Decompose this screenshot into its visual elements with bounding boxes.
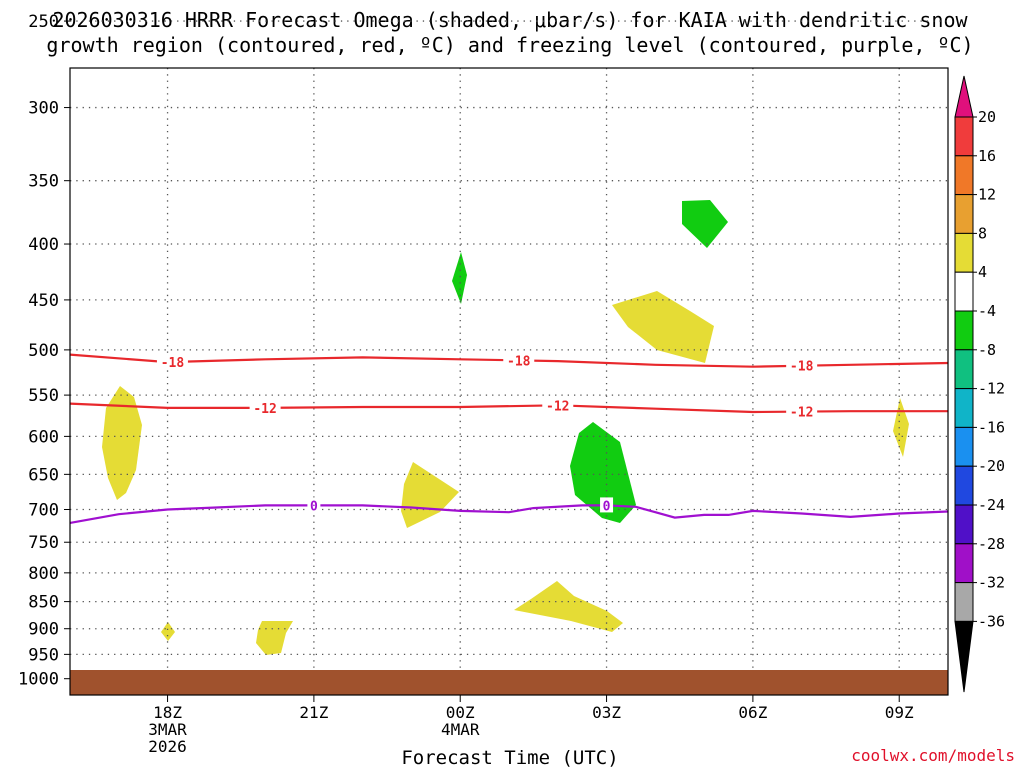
x-tick-label: 09Z	[885, 703, 914, 722]
contour-lines	[69, 353, 949, 524]
colorbar-bin	[954, 232, 974, 273]
colorbar-bin	[954, 388, 974, 428]
y-tick-label: 400	[28, 235, 59, 255]
colorbar-bin	[954, 155, 974, 196]
omega-positive-region	[893, 398, 909, 457]
y-tick-label: 950	[28, 645, 59, 665]
chart-title-line2: growth region (contoured, red, ºC) and f…	[46, 33, 973, 57]
colorbar-over-triangle	[954, 75, 974, 118]
colorbar-tick-label: -24	[978, 496, 1005, 514]
colorbar-under-triangle	[954, 620, 974, 693]
colorbar: 20 16 12 8 4 -4 -8 -12 -16 -20 -24 -28 -32 -36	[954, 75, 1005, 693]
y-tick-label: 800	[28, 564, 59, 584]
omega-negative-region	[682, 200, 728, 248]
y-tick-label: 500	[28, 341, 59, 361]
colorbar-bin	[954, 465, 974, 506]
colorbar-bin	[954, 543, 974, 584]
colorbar-tick-label: 12	[978, 186, 996, 204]
x-tick-label: 03Z	[592, 703, 621, 722]
colorbar-tick-label: -28	[978, 535, 1005, 553]
contour-label-bg	[503, 352, 535, 368]
colorbar-tick-label: -32	[978, 574, 1005, 592]
colorbar-tick-label: 8	[978, 224, 987, 242]
y-tick-label: 900	[28, 620, 59, 640]
y-tick-label: 650	[28, 465, 59, 485]
contour-label-bg	[542, 397, 574, 413]
colorbar-tick-label: -20	[978, 457, 1005, 475]
colorbar-tick-label: -12	[978, 380, 1005, 398]
colorbar-tick-label: -16	[978, 418, 1005, 436]
colorbar-bin	[954, 310, 974, 351]
contour-labels: -18 -18 -18 -12 -12 -12 0 0	[156, 352, 818, 514]
grid-lines	[70, 20, 948, 695]
contour-label-bg	[249, 399, 281, 415]
contour-label: -18	[790, 360, 814, 375]
colorbar-bin	[954, 582, 974, 622]
contour-label: -18	[507, 354, 531, 369]
contour-freezing-level	[69, 504, 949, 524]
y-tick-label: 350	[28, 172, 59, 192]
x-tick-label: 2026	[148, 737, 187, 756]
contour-label-bg	[786, 403, 818, 419]
y-tick-label: 750	[28, 533, 59, 553]
colorbar-tick-label: 16	[978, 147, 996, 165]
colorbar-bin	[954, 271, 974, 312]
contour-label-bg	[786, 357, 818, 373]
y-tick-label: 250	[28, 12, 59, 32]
contour-label: -12	[790, 406, 813, 421]
credit-text: coolwx.com/models	[851, 746, 1015, 765]
contour-label: 0	[310, 499, 318, 514]
y-tick-label: 450	[28, 291, 59, 311]
x-tick-label: 3MAR	[148, 720, 187, 739]
omega-negative-region	[452, 252, 467, 304]
colorbar-tick-label: -36	[978, 612, 1005, 630]
contour-label: -18	[161, 356, 185, 371]
colorbar-bin	[954, 426, 974, 467]
contour-label: 0	[603, 499, 611, 514]
y-tick-label: 550	[28, 386, 59, 406]
omega-positive-region	[401, 462, 459, 528]
omega-shaded-regions	[102, 200, 909, 655]
y-axis: 250 300 350 400 450 500 550 600 650 700 750 800 850 9…	[18, 12, 70, 690]
x-tick-label: 18Z	[153, 703, 182, 722]
colorbar-bin	[954, 116, 974, 157]
contour-label-bg	[307, 497, 321, 513]
colorbar-tick-label: -8	[978, 341, 996, 359]
y-tick-label: 850	[28, 593, 59, 613]
plot-frame	[69, 67, 949, 696]
colorbar-tick-label: 20	[978, 108, 996, 126]
ground-terrain	[70, 670, 948, 695]
y-tick-label: 300	[28, 99, 59, 119]
colorbar-tick-label: 4	[978, 263, 987, 281]
x-tick-label: 4MAR	[441, 720, 480, 739]
y-tick-label: 1000	[18, 670, 59, 690]
omega-positive-region	[514, 581, 623, 632]
y-tick-label: 600	[28, 427, 59, 447]
omega-positive-region	[161, 622, 175, 641]
x-tick-label: 00Z	[446, 703, 475, 722]
contour-label-bg	[600, 497, 614, 513]
contour-label: -12	[253, 402, 276, 417]
contour-label: -12	[546, 399, 569, 414]
x-tick-label: 21Z	[299, 703, 328, 722]
omega-positive-region	[102, 386, 142, 500]
chart-title-line1: 2026030316 HRRR Forecast Omega (shaded, …	[52, 8, 968, 32]
omega-negative-region	[570, 422, 636, 523]
x-tick-label: 06Z	[738, 703, 767, 722]
colorbar-bin	[954, 349, 974, 390]
colorbar-bin	[954, 194, 974, 234]
x-axis-label: Forecast Time (UTC)	[401, 747, 618, 768]
colorbar-tick-label: -4	[978, 302, 996, 320]
omega-positive-region	[612, 291, 714, 363]
y-tick-label: 700	[28, 501, 59, 521]
colorbar-bin	[954, 504, 974, 545]
omega-positive-region	[256, 621, 293, 655]
contour-label-bg	[156, 353, 188, 369]
